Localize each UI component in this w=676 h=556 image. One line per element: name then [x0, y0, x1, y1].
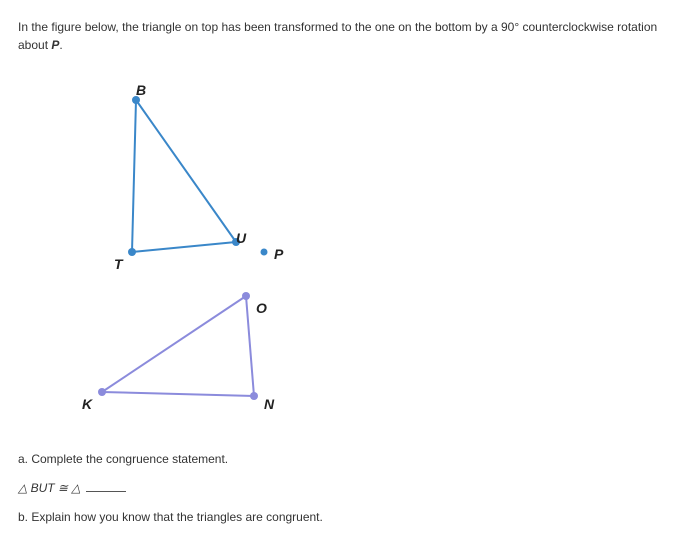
label-T: T: [114, 256, 123, 272]
congruence-prefix: △ BUT ≅ △: [18, 481, 84, 495]
label-K: K: [82, 396, 92, 412]
intro-end: .: [59, 38, 62, 52]
figure-svg: [18, 60, 658, 440]
label-U: U: [236, 230, 246, 246]
questions: a. Complete the congruence statement. △ …: [18, 450, 658, 528]
label-P: P: [274, 246, 283, 262]
label-N: N: [264, 396, 274, 412]
label-O: O: [256, 300, 267, 316]
problem-statement: In the figure below, the triangle on top…: [18, 18, 658, 54]
label-B: B: [136, 82, 146, 98]
question-b: b. Explain how you know that the triangl…: [18, 508, 658, 527]
answer-blank[interactable]: [86, 481, 126, 492]
figure: B T U P O N K: [18, 60, 658, 440]
intro-text: In the figure below, the triangle on top…: [18, 20, 657, 52]
question-b-prompt: b. Explain how you know that the triangl…: [18, 510, 323, 524]
question-a-math: △ BUT ≅ △: [18, 479, 658, 498]
question-a: a. Complete the congruence statement.: [18, 450, 658, 469]
question-a-prompt: a. Complete the congruence statement.: [18, 452, 228, 466]
